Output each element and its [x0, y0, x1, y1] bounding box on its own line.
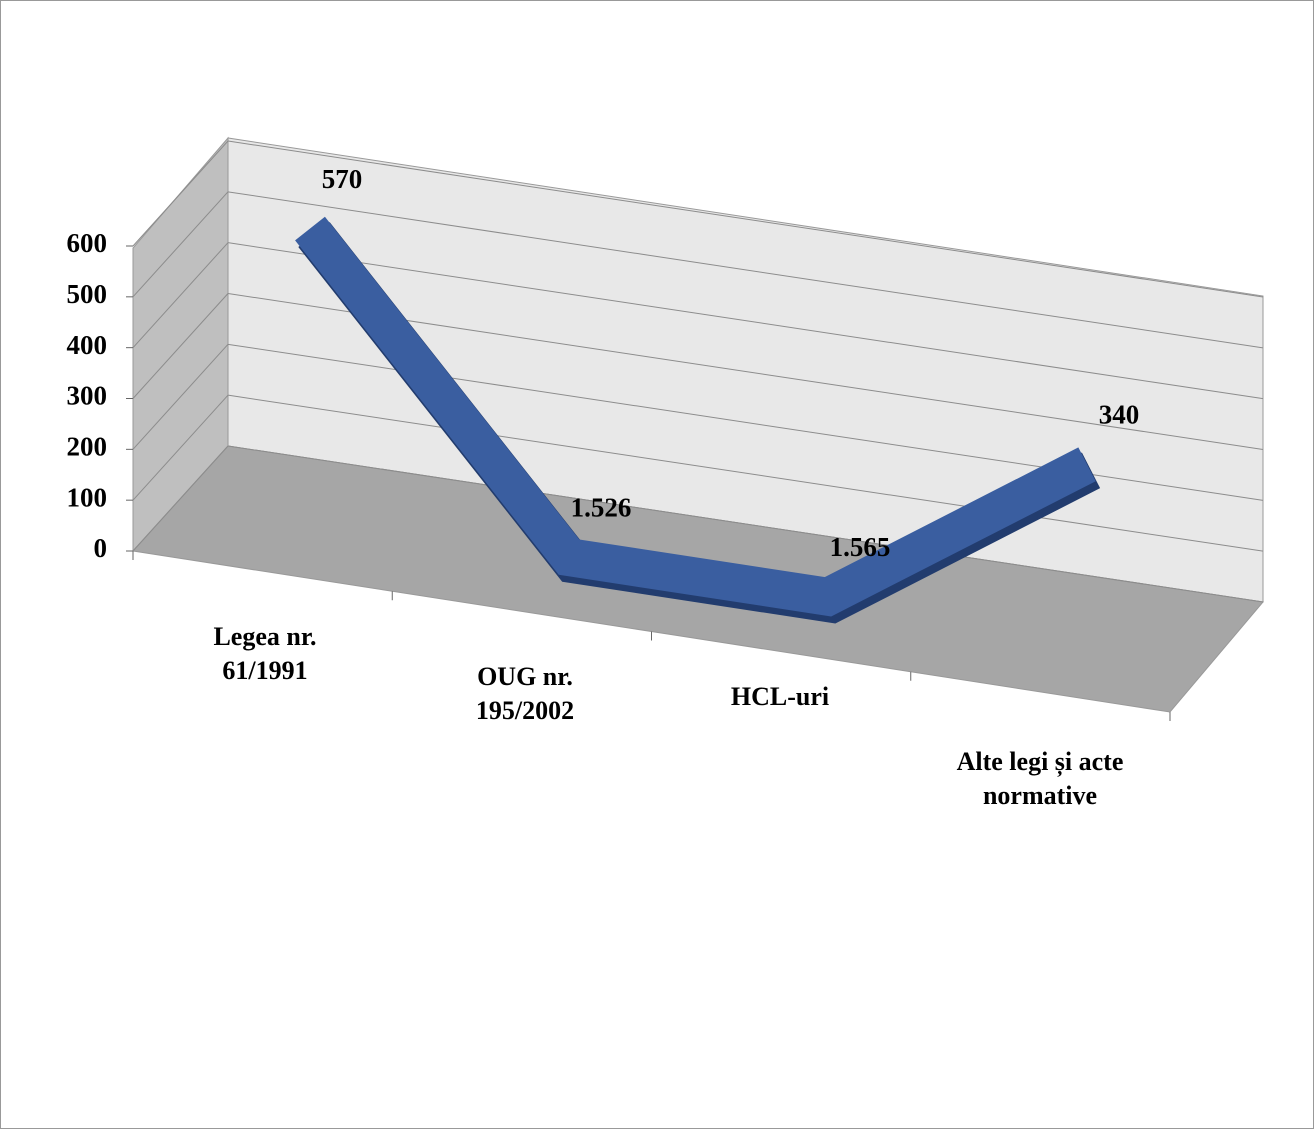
- x-tick-label: Alte legi și acte normative: [956, 747, 1124, 810]
- x-tick-label: Legea nr. 61/1991: [213, 622, 317, 685]
- grid-line: [132, 394, 229, 501]
- data-label: 1.565: [830, 532, 891, 562]
- y-tick-label: 500: [67, 279, 108, 309]
- grid-line: [227, 445, 1264, 603]
- data-label: 340: [1099, 400, 1140, 430]
- line: [295, 216, 1096, 617]
- y-tick-label: 200: [67, 432, 108, 462]
- grid-line: [132, 445, 229, 552]
- y-tick-label: 400: [67, 330, 108, 360]
- grid-line: [227, 242, 1264, 400]
- grid-line: [227, 394, 1264, 552]
- x-tick-label: HCL-uri: [730, 682, 830, 711]
- y-tick-label: 600: [67, 228, 108, 258]
- grid-line: [132, 343, 229, 450]
- y-tick-label: 0: [94, 533, 108, 563]
- grid-line: [227, 191, 1264, 349]
- grid-line: [132, 242, 229, 349]
- grid-line: [132, 293, 229, 399]
- grid-line: [132, 140, 229, 247]
- y-tick-label: 100: [67, 482, 108, 512]
- grid-line: [132, 191, 229, 298]
- data-label: 570: [322, 164, 363, 194]
- data-label: 1.526: [571, 492, 632, 522]
- grid-line: [227, 140, 1264, 298]
- y-tick-label: 300: [67, 381, 108, 411]
- x-tick-label: OUG nr. 195/2002: [475, 662, 575, 725]
